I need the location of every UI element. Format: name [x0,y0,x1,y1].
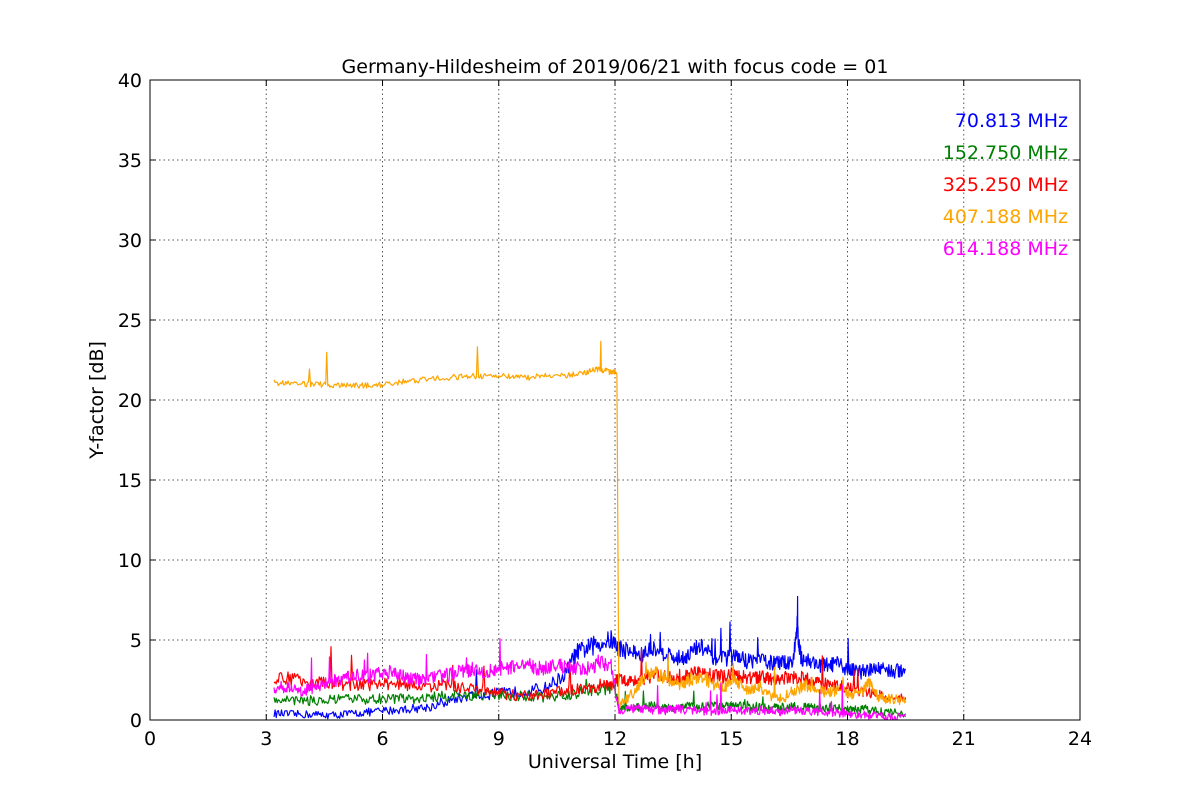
x-axis-label: Universal Time [h] [528,751,702,773]
x-tick-label: 0 [144,728,156,750]
series-line-614-188-mhz [273,638,907,720]
series-line-325-250-mhz [273,646,907,703]
y-axis-label: Y-factor [dB] [86,341,108,460]
x-tick-label: 18 [835,728,859,750]
y-tick-label: 40 [118,70,142,92]
y-tick-label: 25 [118,310,142,332]
series-layer [273,340,907,720]
legend: 70.813 MHz 152.750 MHz 325.250 MHz 407.188 … [943,110,1068,260]
y-tick-label: 5 [130,630,142,652]
y-tick-label: 35 [118,150,142,172]
x-tick-label: 6 [376,728,388,750]
legend-entry: 325.250 MHz [943,174,1068,196]
x-tick-label: 12 [603,728,627,750]
x-tick-label: 3 [260,728,272,750]
tick-layer: 0 3 6 9 12 15 18 21 24 0 5 10 15 20 25 30 35 40 [118,70,1092,750]
series-line-407-188-mhz [273,340,907,711]
x-tick-label: 15 [719,728,743,750]
grid-lines [150,80,1080,720]
legend-entry: 614.188 MHz [943,238,1068,260]
legend-entry: 70.813 MHz [955,110,1068,132]
legend-entry: 152.750 MHz [943,142,1068,164]
x-tick-label: 21 [952,728,976,750]
y-tick-label: 30 [118,230,142,252]
chart-title: Germany-Hildesheim of 2019/06/21 with fo… [342,56,889,78]
y-tick-label: 15 [118,470,142,492]
x-tick-label: 9 [493,728,505,750]
legend-entry: 407.188 MHz [943,206,1068,228]
x-tick-label: 24 [1068,728,1092,750]
y-tick-label: 10 [118,550,142,572]
y-tick-label: 20 [118,390,142,412]
y-tick-label: 0 [130,710,142,732]
series-line-70-813-mhz [273,595,907,720]
